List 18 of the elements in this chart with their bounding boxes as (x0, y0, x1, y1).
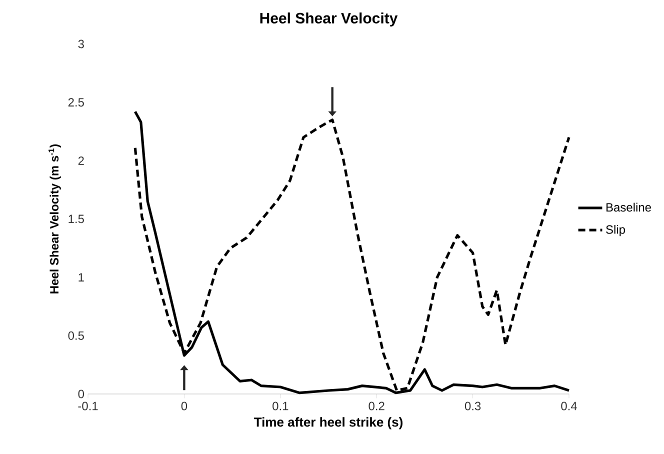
x-tick-label: 0.2 (368, 402, 384, 410)
y-tick-label: 2.5 (68, 98, 84, 107)
legend-label: Baseline (606, 202, 651, 212)
x-tick-label: 0.3 (464, 402, 481, 410)
y-tick-label: 0.5 (68, 331, 84, 340)
x-tick-label: 0.4 (561, 402, 577, 410)
y-tick-label: 3 (78, 40, 84, 48)
y-axis-title: Heel Shear Velocity (m s$^{-1}$) (48, 144, 61, 294)
chart-title: Heel Shear Velocity (260, 12, 398, 26)
legend-label: Slip (606, 224, 625, 236)
x-tick-label: 0.1 (272, 402, 288, 410)
y-tick-label: 0 (78, 390, 84, 398)
y-tick-label: 1.5 (68, 214, 84, 224)
y-tick-label: 2 (78, 156, 84, 165)
x-tick-label: 0 (181, 402, 188, 410)
x-axis-title: Time after heel strike (s) (254, 417, 402, 430)
y-tick-label: 1 (78, 273, 84, 282)
x-tick-label: -0.1 (78, 402, 98, 410)
